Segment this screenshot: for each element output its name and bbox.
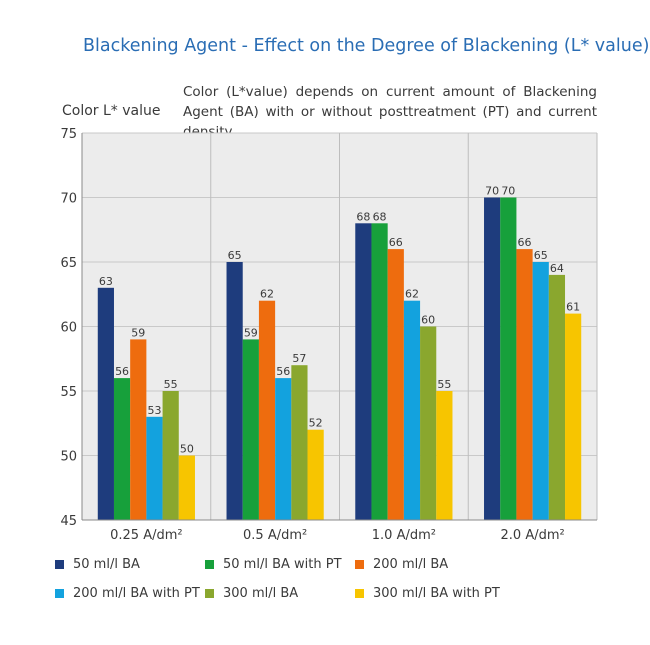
bar — [258, 300, 276, 520]
legend-item: 200 ml/l BA with PT — [55, 586, 200, 601]
legend-item: 200 ml/l BA — [355, 557, 448, 572]
legend-swatch — [205, 589, 214, 598]
legend-swatch — [55, 589, 64, 598]
bar — [436, 391, 453, 520]
chart-title: Blackening Agent - Effect on the Degree … — [83, 36, 650, 56]
legend-swatch — [355, 560, 364, 569]
legend-swatch — [355, 589, 364, 598]
bar — [371, 223, 388, 521]
bar — [420, 326, 437, 520]
bar — [387, 249, 404, 520]
data-label: 64 — [550, 262, 564, 275]
data-label: 52 — [309, 417, 323, 430]
data-label: 66 — [518, 236, 532, 249]
bar — [146, 416, 163, 520]
legend-item: 300 ml/l BA — [205, 586, 298, 601]
bar — [130, 339, 147, 520]
y-tick-label: 75 — [60, 127, 77, 142]
x-tick-label: 0.5 A/dm² — [243, 528, 307, 543]
x-tick-label: 0.25 A/dm² — [110, 528, 182, 543]
legend-swatch — [205, 560, 214, 569]
data-label: 56 — [115, 365, 129, 378]
bar — [516, 249, 533, 520]
y-axis-label: Color L* value — [62, 103, 161, 119]
data-label: 62 — [260, 288, 274, 301]
bar — [113, 378, 131, 520]
data-label: 66 — [389, 236, 403, 249]
y-tick-label: 60 — [60, 321, 77, 336]
data-label: 55 — [437, 378, 451, 391]
data-label: 68 — [356, 210, 370, 223]
data-label: 62 — [405, 288, 419, 301]
bar — [484, 197, 501, 520]
bar — [162, 391, 179, 520]
data-label: 57 — [292, 352, 306, 365]
data-label: 68 — [373, 210, 387, 223]
bar — [500, 197, 517, 520]
legend-label: 50 ml/l BA — [73, 557, 140, 572]
data-label: 53 — [147, 404, 161, 417]
bar — [565, 313, 582, 520]
legend-swatch — [55, 560, 64, 569]
data-label: 70 — [501, 185, 515, 198]
y-tick-label: 65 — [60, 256, 77, 271]
data-label: 56 — [276, 365, 290, 378]
legend-label: 300 ml/l BA — [223, 586, 299, 601]
y-tick-label: 45 — [60, 514, 77, 529]
y-tick-label: 50 — [60, 450, 77, 465]
x-tick-label: 1.0 A/dm² — [372, 528, 436, 543]
data-label: 65 — [534, 249, 548, 262]
bar — [97, 287, 114, 520]
bar — [355, 223, 372, 521]
legend-label: 50 ml/l BA with PT — [223, 557, 342, 572]
data-label: 50 — [180, 443, 194, 456]
data-label: 59 — [244, 326, 258, 339]
data-label: 59 — [131, 326, 145, 339]
bar — [242, 339, 259, 520]
legend-label: 300 ml/l BA with PT — [373, 586, 500, 601]
x-tick-label: 2.0 A/dm² — [501, 528, 565, 543]
bar — [291, 365, 308, 520]
bar — [275, 378, 292, 520]
data-label: 63 — [99, 275, 113, 288]
data-label: 60 — [421, 314, 435, 327]
y-tick-label: 55 — [60, 385, 77, 400]
legend-item: 50 ml/l BA with PT — [205, 557, 342, 572]
legend-item: 300 ml/l BA with PT — [355, 586, 500, 601]
bar — [548, 274, 566, 520]
data-label: 65 — [228, 249, 242, 262]
chart-subtitle: Color (L*value) depends on current amoun… — [183, 84, 597, 140]
legend-item: 50 ml/l BA — [55, 557, 140, 572]
bar — [532, 262, 549, 520]
data-label: 55 — [164, 378, 178, 391]
legend-label: 200 ml/l BA — [373, 557, 449, 572]
bar — [403, 300, 421, 520]
bar — [178, 455, 195, 520]
data-label: 61 — [566, 301, 580, 314]
y-tick-label: 70 — [60, 192, 77, 207]
bar — [307, 429, 324, 520]
data-label: 70 — [485, 185, 499, 198]
legend-label: 200 ml/l BA with PT — [73, 586, 200, 601]
bar — [226, 262, 243, 520]
